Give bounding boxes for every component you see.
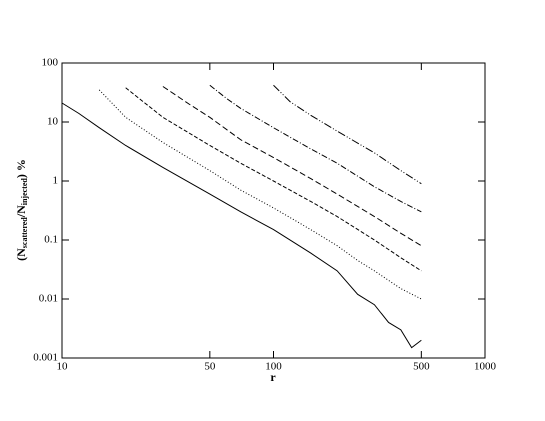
y-title-part: ) % xyxy=(14,159,28,178)
plot-frame xyxy=(61,62,486,359)
y-tick-label: 0.001 xyxy=(33,352,58,364)
series-line xyxy=(162,86,422,247)
y-tick-label: 0.01 xyxy=(39,293,58,305)
x-axis-title: r xyxy=(270,370,276,384)
y-tick-label: 100 xyxy=(42,57,59,69)
y-title-part: scattered xyxy=(20,217,29,249)
series-line xyxy=(125,87,422,272)
y-axis-title: (Nscattered/Ninjected) % xyxy=(14,159,29,261)
x-tick-label: 10 xyxy=(57,361,69,373)
y-title-part: injected xyxy=(20,178,29,206)
x-tick-label: 500 xyxy=(413,361,430,373)
series-line xyxy=(61,102,422,349)
series-line xyxy=(98,89,422,300)
series-line xyxy=(273,84,422,185)
x-tick-label: 50 xyxy=(204,361,216,373)
y-title-part: /N xyxy=(14,205,28,218)
y-title-part: (N xyxy=(14,248,28,261)
x-tick-label: 1000 xyxy=(474,361,497,373)
y-tick-label: 1 xyxy=(53,175,59,187)
x-tick-label: 100 xyxy=(265,361,282,373)
y-tick-label: 0.1 xyxy=(44,234,58,246)
y-tick-label: 10 xyxy=(47,116,59,128)
series-line xyxy=(209,84,422,213)
